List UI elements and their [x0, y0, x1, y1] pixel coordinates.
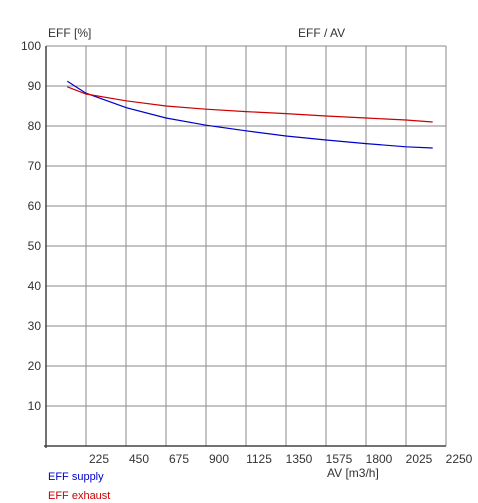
x-tick-label: 225	[89, 452, 109, 466]
x-tick-label: 900	[209, 452, 229, 466]
x-axis-label: AV [m3/h]	[327, 466, 379, 480]
y-tick-label: 90	[28, 79, 42, 93]
y-tick-label: 100	[21, 39, 41, 53]
x-tick-label: 2250	[446, 452, 473, 466]
legend-item-exhaust: EFF exhaust	[48, 490, 111, 502]
y-tick-label: 10	[28, 399, 42, 413]
y-tick-label: 80	[28, 119, 42, 133]
x-tick-label: 1575	[326, 452, 353, 466]
x-tick-label: 1350	[286, 452, 313, 466]
x-tick-label: 675	[169, 452, 189, 466]
series-line-exhaust	[67, 86, 433, 123]
y-axis-label: EFF [%]	[48, 26, 91, 40]
y-tick-label: 30	[28, 319, 42, 333]
x-tick-label: 450	[129, 452, 149, 466]
legend-item-supply: EFF supply	[48, 471, 104, 483]
x-tick-label: 1125	[246, 452, 272, 466]
x-tick-labels: 225 450 675 900 1125 1350 1575 1800 2025 2250	[89, 452, 473, 466]
y-tick-label: 70	[28, 159, 42, 173]
y-tick-label: 60	[28, 199, 42, 213]
y-tick-label: 20	[28, 359, 42, 373]
series-lines	[66, 80, 433, 149]
y-tick-label: 50	[28, 239, 42, 253]
x-tick-label: 1800	[366, 452, 393, 466]
chart-title: EFF / AV	[298, 26, 345, 40]
x-tick-label: 2025	[406, 452, 433, 466]
series-line-supply	[66, 80, 433, 149]
y-tick-labels: 10 20 30 40 50 60 70 80 90 100	[21, 39, 41, 413]
y-tick-label: 40	[28, 279, 42, 293]
grid-lines	[46, 45, 447, 446]
axes	[44, 46, 446, 448]
